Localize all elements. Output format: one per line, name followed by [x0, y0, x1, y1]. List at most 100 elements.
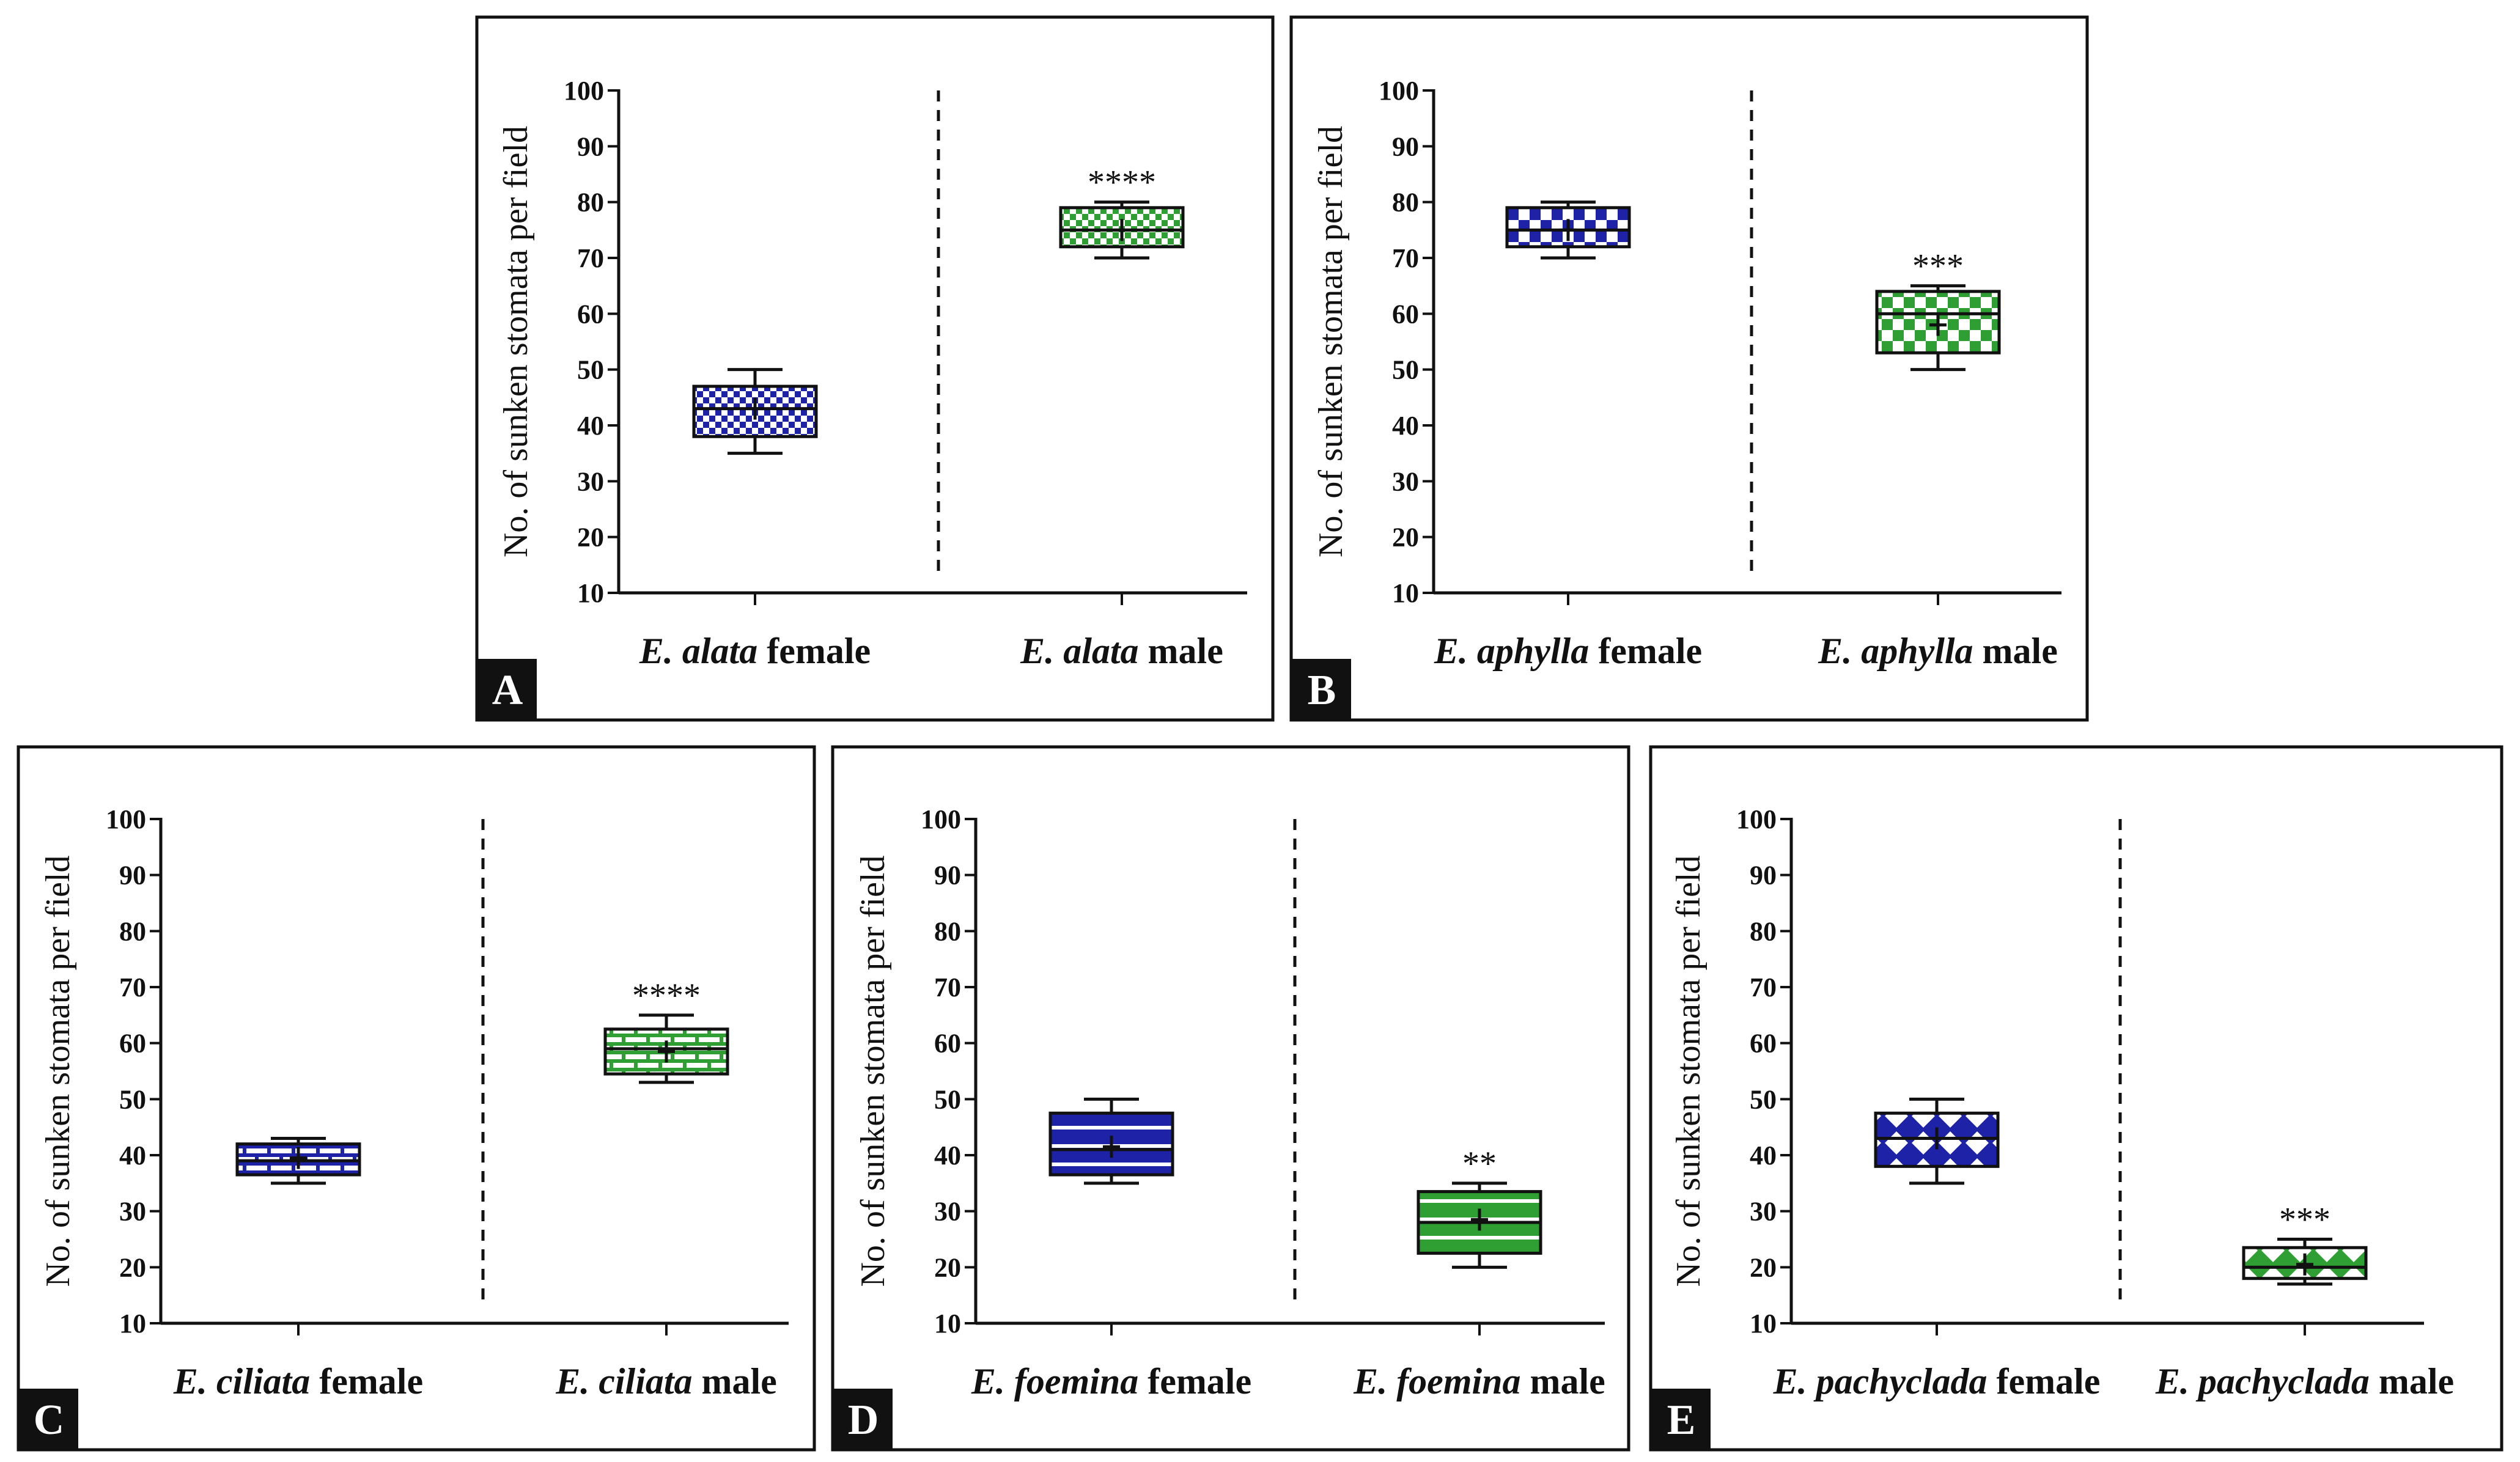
- panel-letter-badge: [20, 1389, 78, 1449]
- panel-frame: [1289, 15, 2089, 722]
- y-tick-label: 60: [934, 1029, 961, 1059]
- y-axis-label: No. of sunken stomata per field: [1670, 855, 1708, 1287]
- x-label-space: [310, 1361, 319, 1401]
- significance-label: ****: [632, 977, 701, 1015]
- x-label-species: alata: [682, 631, 757, 671]
- y-tick-label: 90: [119, 861, 146, 891]
- x-label-species: foemina: [1014, 1361, 1138, 1401]
- x-label-genus: E.: [173, 1361, 207, 1401]
- x-label-genus: E.: [1020, 631, 1054, 671]
- significance-label: ***: [1912, 248, 1964, 285]
- x-label-species: pachyclada: [1813, 1361, 1988, 1401]
- panel-letter: A: [492, 667, 523, 714]
- significance-label: ****: [1088, 164, 1156, 202]
- x-label-genus: E.: [1353, 1361, 1387, 1401]
- x-label-genus: E.: [555, 1361, 589, 1401]
- y-tick-label: 60: [577, 299, 604, 329]
- box-iqr: [1875, 290, 2001, 354]
- y-tick-label: 80: [1750, 916, 1777, 946]
- panel-letter-badge: [478, 659, 537, 719]
- panel-B: B 10 20 30 40 50 60 70 80 90 100 No. of sunken stom…: [1289, 15, 2089, 722]
- y-tick-label: 100: [1379, 76, 1419, 106]
- y-tick-label: 50: [1750, 1084, 1777, 1114]
- x-label-genus: E.: [1434, 631, 1468, 671]
- y-tick-label: 10: [1392, 578, 1419, 608]
- x-label-space: [1521, 1361, 1530, 1401]
- y-tick-label: 30: [119, 1197, 146, 1227]
- y-tick-label: 80: [934, 916, 961, 946]
- x-label-genus: E.: [639, 631, 673, 671]
- x-label-space: [673, 631, 682, 671]
- panel-frame: [831, 745, 1630, 1452]
- y-tick-label: 70: [577, 243, 604, 273]
- y-tick-label: 20: [1392, 523, 1419, 553]
- x-label-sex: male: [1983, 631, 2058, 671]
- y-tick-label: 80: [119, 916, 146, 946]
- y-tick-label: 40: [119, 1141, 146, 1170]
- x-category-label: E. pachyclada male: [2155, 1361, 2454, 1401]
- y-tick-label: 80: [1392, 188, 1419, 218]
- x-label-space: [1139, 631, 1148, 671]
- x-label-species: pachyclada: [2195, 1361, 2370, 1401]
- x-category-label: E. alata female: [639, 631, 871, 671]
- y-tick-label: 50: [577, 355, 604, 385]
- x-label-space: [1138, 1361, 1148, 1401]
- panel-letter: B: [1308, 667, 1336, 714]
- y-tick-label: 70: [1392, 243, 1419, 273]
- significance-label: ***: [2279, 1201, 2330, 1239]
- x-label-space: [1988, 1361, 1997, 1401]
- y-axis-label: No. of sunken stomata per field: [854, 855, 892, 1287]
- y-tick-label: 40: [577, 411, 604, 441]
- panel-letter-badge: [1652, 1389, 1711, 1449]
- x-label-genus: E.: [2155, 1361, 2189, 1401]
- x-label-space: [1387, 1361, 1396, 1401]
- y-tick-label: 60: [1750, 1029, 1777, 1059]
- x-label-sex: female: [1598, 631, 1702, 671]
- x-label-space: [1973, 631, 1983, 671]
- y-tick-label: 40: [1392, 411, 1419, 441]
- y-tick-label: 50: [119, 1084, 146, 1114]
- y-tick-label: 90: [1392, 131, 1419, 161]
- y-tick-label: 70: [934, 972, 961, 1002]
- x-label-species: ciliata: [599, 1361, 692, 1401]
- panel-frame: [475, 15, 1275, 722]
- x-category-label: E. foemina male: [1353, 1361, 1605, 1401]
- x-category-label: E. alata male: [1020, 631, 1223, 671]
- panel-letter-badge: [1292, 659, 1351, 719]
- y-axis-label: No. of sunken stomata per field: [39, 855, 77, 1287]
- y-tick-label: 50: [934, 1084, 961, 1114]
- x-category-label: E. pachyclada female: [1773, 1361, 2101, 1401]
- y-tick-label: 20: [119, 1252, 146, 1282]
- x-label-genus: E.: [1773, 1361, 1807, 1401]
- x-label-sex: female: [319, 1361, 423, 1401]
- y-tick-label: 70: [119, 972, 146, 1002]
- x-label-sex: female: [767, 631, 871, 671]
- x-label-space: [2189, 1361, 2198, 1401]
- y-tick-label: 100: [564, 76, 604, 106]
- y-tick-label: 20: [934, 1252, 961, 1282]
- panel-E: E 10 20 30 40 50 60 70 80 90 100 No. of sunken stom…: [1649, 745, 2503, 1452]
- x-label-space: [1852, 631, 1861, 671]
- x-label-species: aphylla: [1477, 631, 1589, 671]
- y-tick-label: 40: [934, 1141, 961, 1170]
- panel-frame: [1649, 745, 2503, 1452]
- panel-letter: C: [34, 1397, 65, 1444]
- x-category-label: E. ciliata male: [555, 1361, 777, 1401]
- y-tick-label: 40: [1750, 1141, 1777, 1170]
- panel-A: A 10 20 30 40 50 60 70 80 90 100 No. of sunken stom…: [475, 15, 1275, 722]
- x-label-genus: E.: [971, 1361, 1005, 1401]
- x-label-space: [1005, 1361, 1014, 1401]
- y-tick-label: 50: [1392, 355, 1419, 385]
- y-tick-label: 30: [1750, 1197, 1777, 1227]
- x-label-space: [1589, 631, 1598, 671]
- significance-label: **: [1462, 1145, 1497, 1183]
- y-axis-label: No. of sunken stomata per field: [497, 126, 535, 557]
- x-label-species: aphylla: [1861, 631, 1973, 671]
- x-label-species: alata: [1063, 631, 1138, 671]
- y-tick-label: 100: [921, 804, 961, 834]
- x-label-space: [1054, 631, 1063, 671]
- x-label-sex: female: [1148, 1361, 1251, 1401]
- x-label-space: [1468, 631, 1477, 671]
- x-label-space: [589, 1361, 599, 1401]
